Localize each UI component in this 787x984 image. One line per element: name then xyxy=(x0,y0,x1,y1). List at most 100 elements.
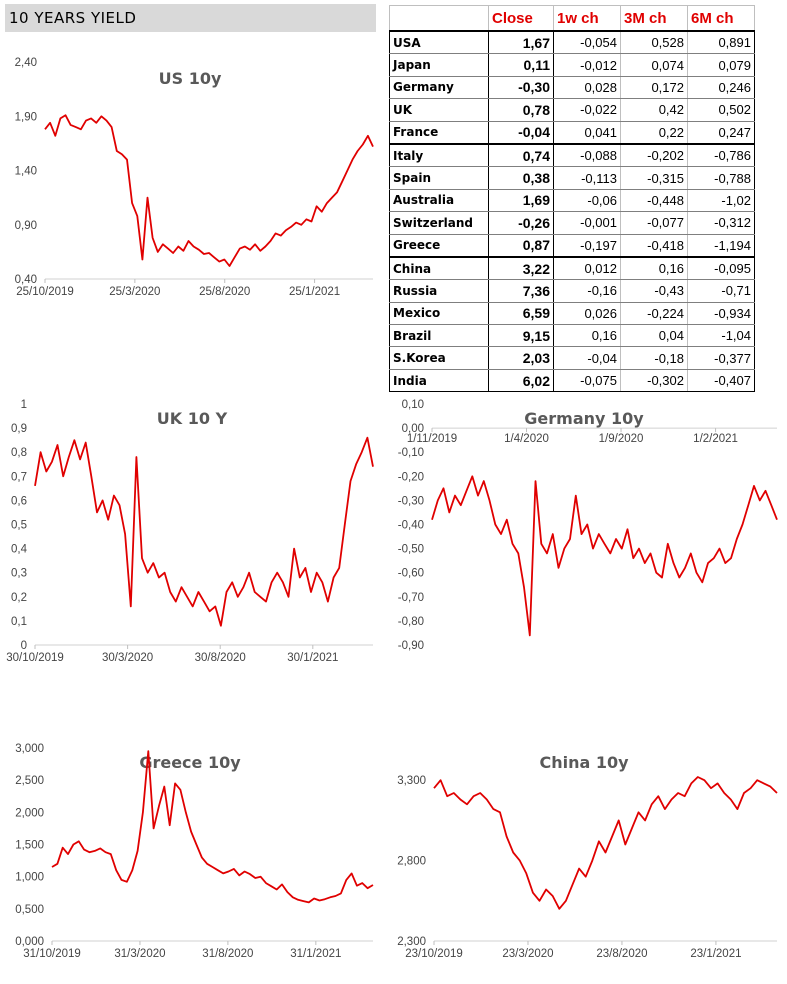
y-tick-label: 0,6 xyxy=(11,495,27,507)
y-tick-label: 2,500 xyxy=(15,775,44,787)
country-cell: Russia xyxy=(389,279,489,303)
x-tick-label: 23/3/2020 xyxy=(502,948,553,960)
change-1w-cell: -0,197 xyxy=(553,234,621,258)
y-tick-label: 0 xyxy=(21,640,27,652)
y-tick-label: 1,90 xyxy=(15,111,37,123)
country-cell: China xyxy=(389,256,489,281)
country-cell: Japan xyxy=(389,53,489,77)
change-3m-cell: -0,202 xyxy=(620,143,688,168)
country-cell: France xyxy=(389,121,489,145)
change-3m-cell: 0,172 xyxy=(620,76,688,100)
change-6m-cell: -0,934 xyxy=(687,302,755,326)
y-tick-label: -0,30 xyxy=(398,495,424,507)
change-6m-cell: -0,786 xyxy=(687,143,755,168)
x-tick-label: 1/2/2021 xyxy=(693,433,738,445)
y-tick-label: 0,2 xyxy=(11,592,27,604)
x-tick-label: 30/1/2021 xyxy=(287,652,338,664)
change-6m-cell: -0,312 xyxy=(687,211,755,235)
change-6m-cell: 0,247 xyxy=(687,121,755,145)
change-1w-cell: -0,113 xyxy=(553,166,621,190)
change-6m-cell: -0,71 xyxy=(687,279,755,303)
y-tick-label: 0,7 xyxy=(11,471,27,483)
y-tick-label: 2,800 xyxy=(397,856,426,868)
country-cell: Italy xyxy=(389,143,489,168)
x-tick-label: 23/10/2019 xyxy=(405,948,463,960)
y-tick-label: -0,70 xyxy=(398,592,424,604)
table-header-6m: 6M ch xyxy=(687,5,755,32)
chart-svg: Germany 10y 0,10 0,00 -0,10 -0,20 -0,30 -0,40 -… xyxy=(398,399,778,652)
change-3m-cell: -0,418 xyxy=(620,234,688,258)
close-cell: 2,03 xyxy=(488,346,554,370)
change-6m-cell: -1,194 xyxy=(687,234,755,258)
table-header-close: Close xyxy=(488,5,554,32)
close-cell: 0,78 xyxy=(488,98,554,122)
change-3m-cell: 0,42 xyxy=(620,98,688,122)
y-tick-label: 2,000 xyxy=(15,807,44,819)
chart-svg: China 10y 2,300 2,800 3,300 23/10/2019 23/3/2… xyxy=(397,753,778,960)
change-1w-cell: -0,16 xyxy=(553,279,621,303)
change-1w-cell: 0,012 xyxy=(553,256,621,281)
y-tick-label: 0,8 xyxy=(11,447,27,459)
change-3m-cell: -0,077 xyxy=(620,211,688,235)
table-body: USA 1,67 -0,054 0,528 0,891 Japan 0,11 -0,012 0,… xyxy=(389,31,755,393)
y-tick-label: 2,300 xyxy=(397,936,426,948)
x-tick-label: 23/8/2020 xyxy=(596,948,647,960)
y-tick-label: -0,50 xyxy=(398,544,424,556)
y-tick-label: -0,60 xyxy=(398,568,424,580)
close-cell: 0,11 xyxy=(488,53,554,77)
y-tick-label: -0,40 xyxy=(398,520,424,532)
close-cell: -0,30 xyxy=(488,76,554,100)
y-tick-label: 0,1 xyxy=(11,616,27,628)
y-tick-label: 0,10 xyxy=(402,399,424,411)
table-row: Brazil 9,15 0,16 0,04 -1,04 xyxy=(389,324,755,348)
change-6m-cell: 0,502 xyxy=(687,98,755,122)
chart-us-10y: US 10y 0,40 0,90 1,40 1,90 2,40 25/10/2019 25/3… xyxy=(0,40,385,315)
change-3m-cell: -0,43 xyxy=(620,279,688,303)
change-1w-cell: -0,054 xyxy=(553,31,621,55)
country-cell: Greece xyxy=(389,234,489,258)
change-1w-cell: -0,075 xyxy=(553,369,621,393)
x-tick-label: 25/8/2020 xyxy=(199,286,250,298)
x-tick-label: 25/3/2020 xyxy=(109,286,160,298)
close-cell: 1,69 xyxy=(488,189,554,213)
table-row: Japan 0,11 -0,012 0,074 0,079 xyxy=(389,53,755,77)
x-tick-label: 31/1/2021 xyxy=(290,948,341,960)
x-tick-label: 25/10/2019 xyxy=(16,286,74,298)
change-6m-cell: -0,407 xyxy=(687,369,755,393)
y-tick-label: 0,000 xyxy=(15,936,44,948)
y-tick-label: 0,00 xyxy=(402,423,424,435)
table-row: Russia 7,36 -0,16 -0,43 -0,71 xyxy=(389,279,755,303)
country-cell: Germany xyxy=(389,76,489,100)
chart-title: UK 10 Y xyxy=(157,409,228,428)
x-tick-label: 25/1/2021 xyxy=(289,286,340,298)
chart-svg: UK 10 Y 0 0,1 0,2 0,3 0,4 0,5 0,6 0,7 0,8 0,9 1 30/1… xyxy=(6,399,374,664)
y-tick-label: 3,300 xyxy=(397,775,426,787)
chart-title: US 10y xyxy=(159,69,222,88)
country-cell: USA xyxy=(389,31,489,55)
y-tick-label: 1,500 xyxy=(15,840,44,852)
close-cell: 1,67 xyxy=(488,31,554,55)
y-tick-label: 0,9 xyxy=(11,423,27,435)
y-tick-label: 1,000 xyxy=(15,872,44,884)
x-tick-label: 31/10/2019 xyxy=(23,948,81,960)
section-title: 10 YEARS YIELD xyxy=(5,4,376,32)
series-line xyxy=(433,776,778,910)
y-tick-label: 1 xyxy=(21,399,27,411)
table-row: Australia 1,69 -0,06 -0,448 -1,02 xyxy=(389,189,755,213)
close-cell: -0,26 xyxy=(488,211,554,235)
close-cell: 3,22 xyxy=(488,256,554,281)
change-3m-cell: 0,22 xyxy=(620,121,688,145)
y-tick-label: 1,40 xyxy=(15,166,37,178)
table-header-3m: 3M ch xyxy=(620,5,688,32)
change-1w-cell: -0,04 xyxy=(553,346,621,370)
x-tick-label: 30/8/2020 xyxy=(195,652,246,664)
table-row: Germany -0,30 0,028 0,172 0,246 xyxy=(389,76,755,100)
change-6m-cell: -0,095 xyxy=(687,256,755,281)
close-cell: 6,02 xyxy=(488,369,554,393)
table-row: China 3,22 0,012 0,16 -0,095 xyxy=(389,256,755,281)
x-tick-label: 1/9/2020 xyxy=(599,433,644,445)
chart-svg: US 10y 0,40 0,90 1,40 1,90 2,40 25/10/2019 25/3… xyxy=(15,57,374,298)
change-3m-cell: -0,448 xyxy=(620,189,688,213)
x-tick-label: 31/3/2020 xyxy=(114,948,165,960)
table-row: Spain 0,38 -0,113 -0,315 -0,788 xyxy=(389,166,755,190)
